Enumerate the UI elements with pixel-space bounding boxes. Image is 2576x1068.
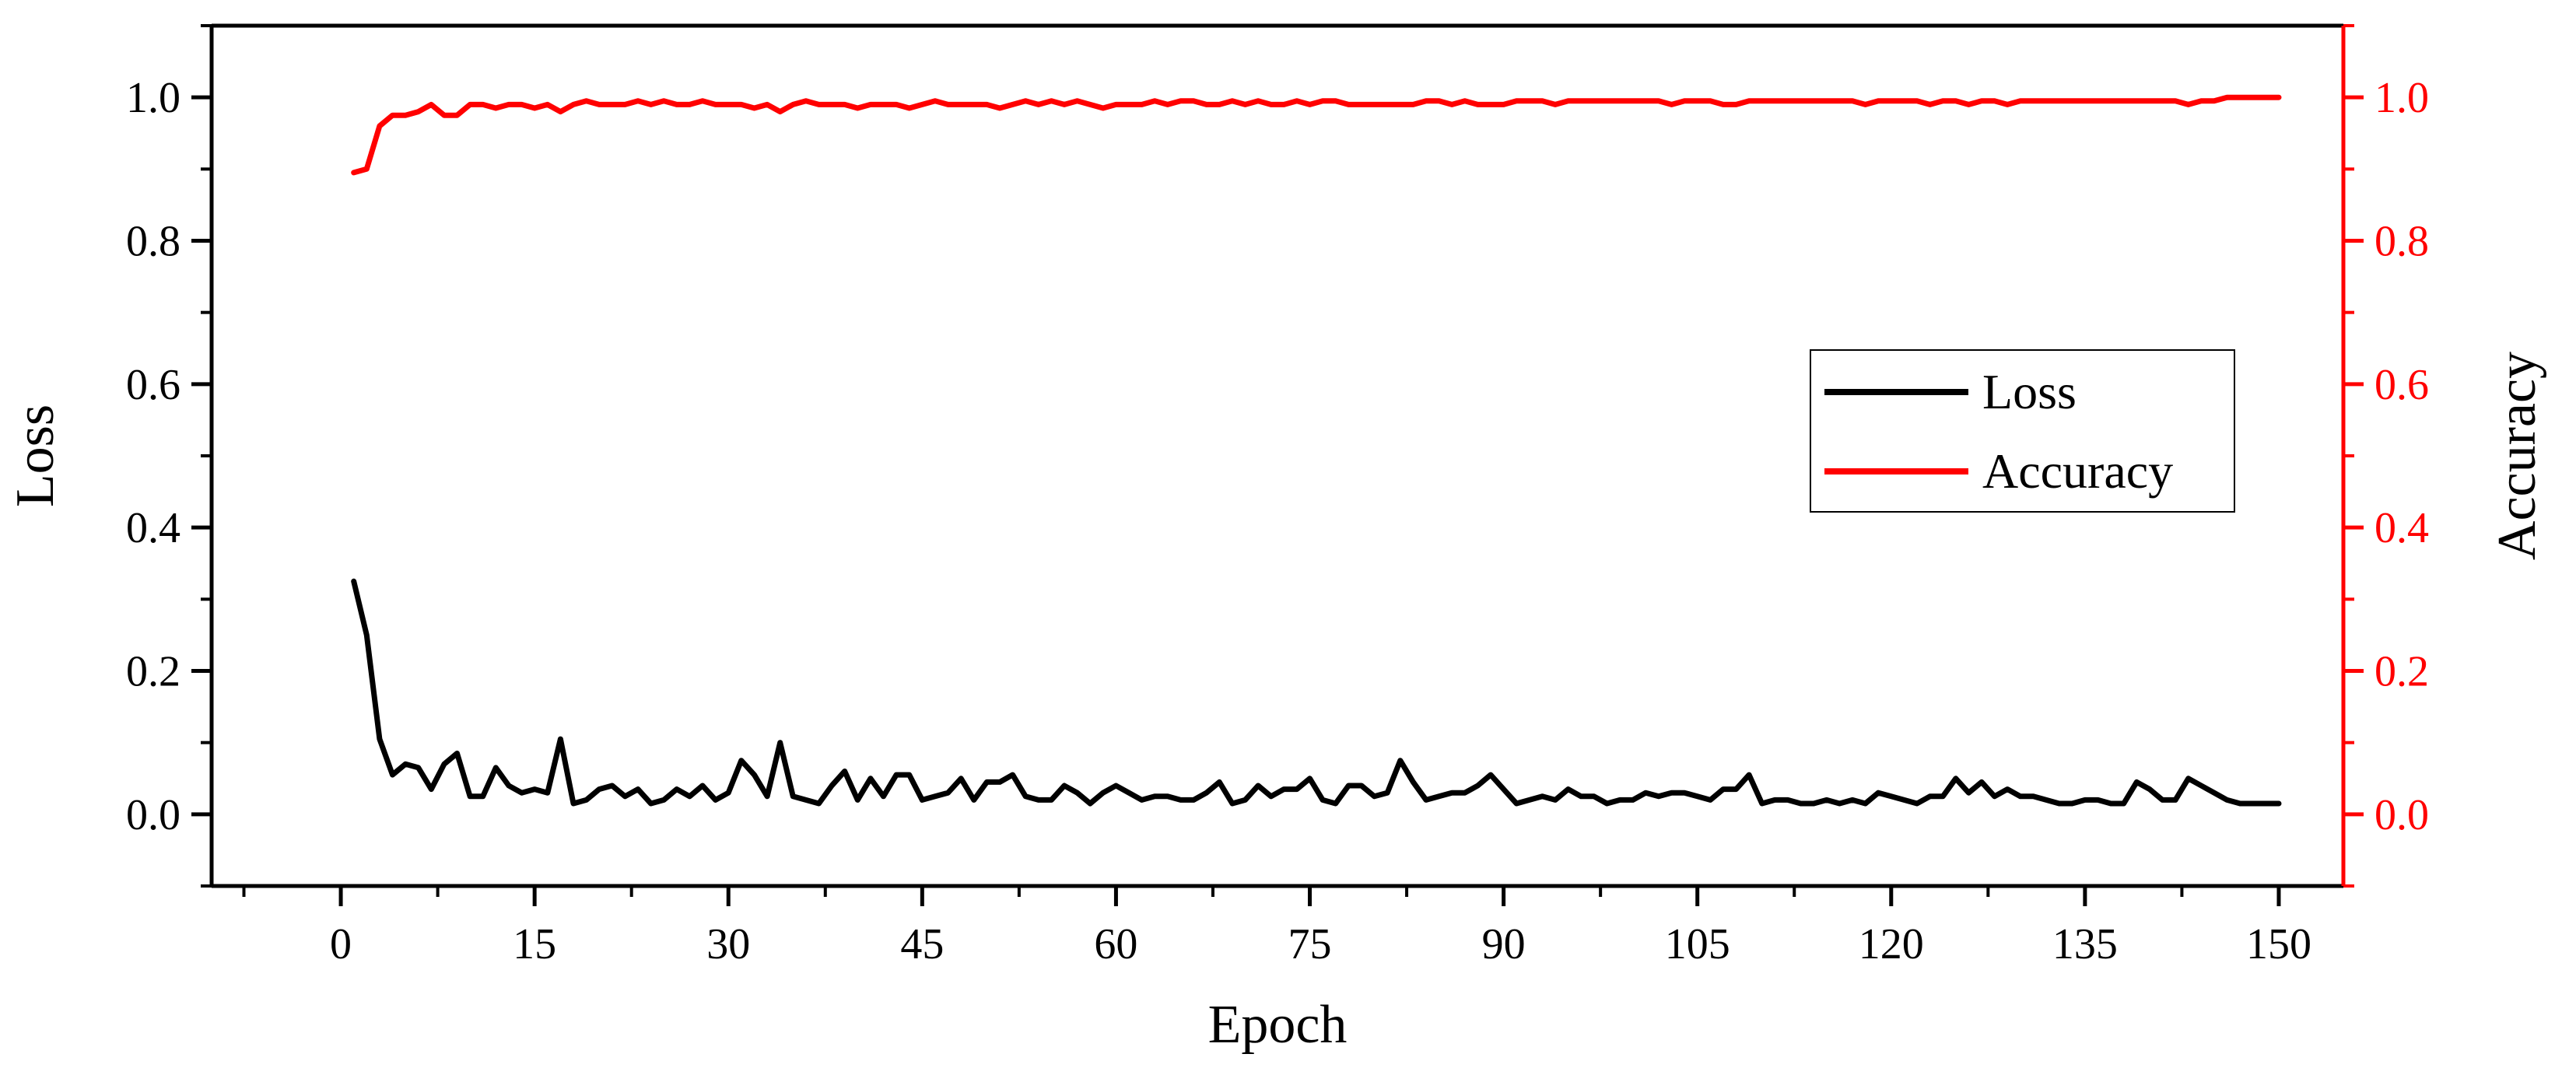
series-layer: [351, 94, 2282, 807]
x-axis-title: Epoch: [1208, 995, 1348, 1055]
y-axis-title: Loss: [5, 404, 65, 507]
y-tick-label: 1.0: [126, 74, 180, 122]
y-tick-label: 0.0: [126, 791, 180, 839]
y2-tick-label: 0.2: [2374, 648, 2429, 696]
x-tick-label: 0: [330, 920, 352, 968]
y2-tick-label: 0.8: [2374, 218, 2429, 266]
y-tick-label: 0.6: [126, 361, 180, 409]
y2-axis-title: Accuracy: [2487, 352, 2547, 560]
x-tick-label: 90: [1482, 920, 1526, 968]
y2-tick-label: 0.6: [2374, 361, 2429, 409]
x-tick-label: 30: [706, 920, 750, 968]
x-tick-label: 105: [1665, 920, 1730, 968]
x-tick-label: 45: [900, 920, 944, 968]
y2-tick-label: 0.4: [2374, 504, 2429, 552]
y-tick-label: 0.8: [126, 218, 180, 266]
legend-box: [1810, 349, 2235, 513]
legend-label-accuracy: Accuracy: [1982, 443, 2173, 499]
x-tick-label: 75: [1288, 920, 1332, 968]
legend: Loss Accuracy: [1810, 349, 2235, 513]
y2-tick-label: 0.0: [2374, 791, 2429, 839]
y-tick-label: 0.4: [126, 504, 180, 552]
x-tick-label: 60: [1094, 920, 1137, 968]
ticks-layer: 0 15 30 45 60 75 90 105 120 135 150 0.0 0.2 0.4 0.6 0.8…: [126, 24, 2429, 968]
x-tick-label: 135: [2052, 920, 2118, 968]
series-line-accuracy: [351, 94, 2282, 176]
x-tick-label: 150: [2246, 920, 2311, 968]
series-line-loss: [351, 578, 2282, 807]
x-tick-label: 120: [1859, 920, 1924, 968]
legend-label-loss: Loss: [1982, 364, 2077, 419]
y-tick-label: 0.2: [126, 648, 180, 696]
x-tick-label: 15: [513, 920, 556, 968]
y2-tick-label: 1.0: [2374, 74, 2429, 122]
